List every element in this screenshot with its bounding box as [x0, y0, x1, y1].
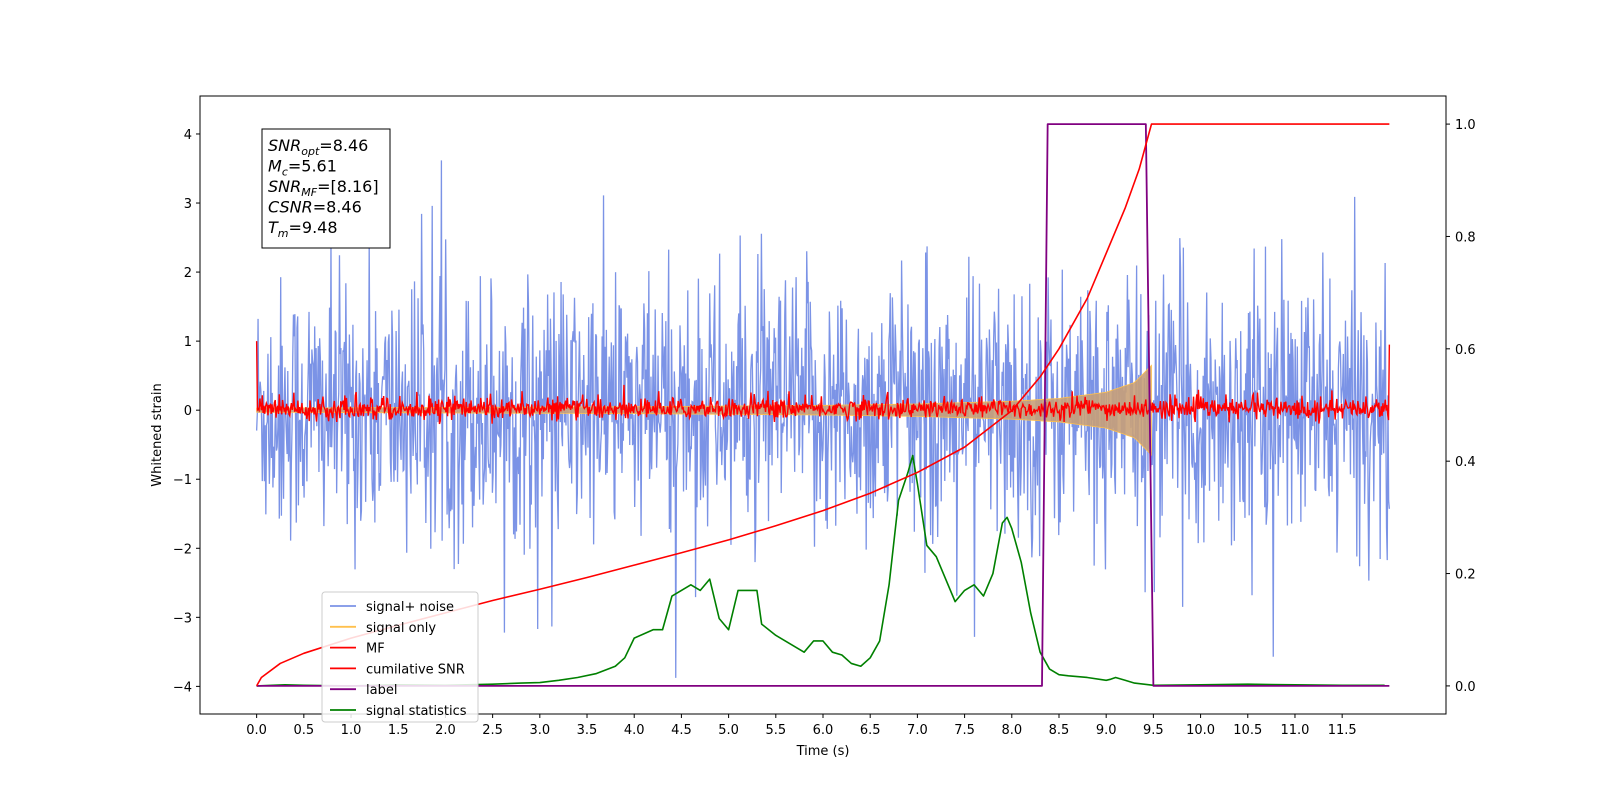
x-tick-label: 8.5 — [1049, 723, 1070, 738]
legend-entry: signal+ noise — [366, 600, 454, 615]
annotation-subscript: opt — [301, 145, 320, 158]
annotation-line: SNRMF=[8.16] — [268, 177, 379, 199]
y2-tick-label: 1.0 — [1455, 118, 1476, 133]
legend-entry: MF — [366, 642, 385, 657]
legend: signal+ noise signal only MF cumilative SNR… — [321, 591, 479, 723]
y2-tick-label: 0.6 — [1455, 343, 1476, 358]
x-axis-label: Time (s) — [796, 744, 850, 759]
annotation-symbol: SNR — [268, 177, 301, 196]
annotation-value: =5.61 — [288, 157, 337, 176]
annotation-symbol: SNR — [268, 136, 301, 155]
y-tick-label: 2 — [184, 266, 192, 281]
y2-tick-label: 0.0 — [1455, 680, 1476, 695]
legend-entry: cumilative SNR — [366, 662, 465, 677]
x-tick-label: 9.0 — [1096, 723, 1117, 738]
x-tick-label: 1.0 — [341, 723, 362, 738]
annotation-line: Mc=5.61 — [268, 157, 337, 179]
x-tick-label: 7.0 — [907, 723, 928, 738]
x-tick-label: 10.5 — [1233, 723, 1262, 738]
x-tick-label: 3.5 — [577, 723, 598, 738]
y2-tick-label: 0.2 — [1455, 568, 1476, 583]
y-tick-label: −3 — [173, 611, 192, 626]
y-tick-label: −2 — [173, 542, 192, 557]
x-tick-label: 5.5 — [765, 723, 786, 738]
annotation-value: =9.48 — [289, 218, 338, 237]
y-tick-label: 0 — [184, 404, 192, 419]
annotation-subscript: m — [278, 227, 289, 240]
x-tick-label: 0.0 — [246, 723, 267, 738]
x-tick-label: 2.5 — [482, 723, 503, 738]
annotation-symbol: T — [268, 218, 279, 237]
series-label — [256, 123, 1390, 687]
legend-entry: signal only — [366, 621, 436, 636]
y-axis-label: Whitened strain — [150, 383, 165, 486]
series-signal-noise — [255, 160, 1391, 678]
y2-tick-label: 0.4 — [1455, 455, 1476, 470]
x-tick-label: 10.0 — [1186, 723, 1215, 738]
legend-entry: label — [366, 683, 397, 698]
x-axis: 0.0 0.5 1.0 1.5 2.0 2.5 3.0 3.5 4.0 4.5 5.0 5.5 6.0 6… — [246, 714, 1357, 738]
x-tick-label: 0.5 — [293, 723, 314, 738]
annotation-symbol: M — [268, 157, 282, 176]
x-tick-label: 5.0 — [718, 723, 739, 738]
y-tick-label: 3 — [184, 197, 192, 212]
legend-frame — [321, 591, 479, 723]
annotation-frame — [261, 128, 391, 249]
annotation-box: SNRopt=8.46Mc=5.61SNRMF=[8.16]CSNR=8.46T… — [261, 128, 391, 249]
annotation-value: =8.46 — [313, 198, 362, 217]
annotation-symbol: CSNR — [268, 198, 313, 217]
annotation-value: =[8.16] — [317, 177, 379, 196]
y-axis-right: 0.0 0.2 0.4 0.6 0.8 1.0 — [1446, 118, 1476, 695]
x-tick-label: 2.0 — [435, 723, 456, 738]
x-tick-label: 9.5 — [1143, 723, 1164, 738]
y-tick-label: 1 — [184, 335, 192, 350]
annotation-subscript: MF — [301, 186, 317, 199]
x-tick-label: 8.0 — [1001, 723, 1022, 738]
x-tick-label: 1.5 — [388, 723, 409, 738]
annotation-line: SNRopt=8.46 — [268, 136, 368, 158]
x-tick-label: 4.0 — [624, 723, 645, 738]
annotation-line: CSNR=8.46 — [268, 198, 362, 217]
y2-tick-label: 0.8 — [1455, 230, 1476, 245]
x-tick-label: 11.5 — [1328, 723, 1357, 738]
x-tick-label: 7.5 — [954, 723, 975, 738]
series-signal-statistics — [256, 454, 1385, 687]
x-tick-label: 4.5 — [671, 723, 692, 738]
y-tick-label: 4 — [184, 128, 192, 143]
x-tick-label: 6.0 — [813, 723, 834, 738]
x-tick-label: 3.0 — [529, 723, 550, 738]
series-mf — [255, 341, 1391, 425]
x-tick-label: 6.5 — [860, 723, 881, 738]
x-tick-label: 11.0 — [1280, 723, 1309, 738]
y-axis-left: −4 −3 −2 −1 0 1 2 3 4 — [173, 128, 200, 695]
annotation-subscript: c — [282, 166, 288, 179]
annotation-line: Tm=9.48 — [268, 218, 338, 240]
y-tick-label: −1 — [173, 473, 192, 488]
annotation-value: =8.46 — [319, 136, 368, 155]
legend-entry: signal statistics — [366, 704, 467, 719]
y-tick-label: −4 — [173, 680, 192, 695]
